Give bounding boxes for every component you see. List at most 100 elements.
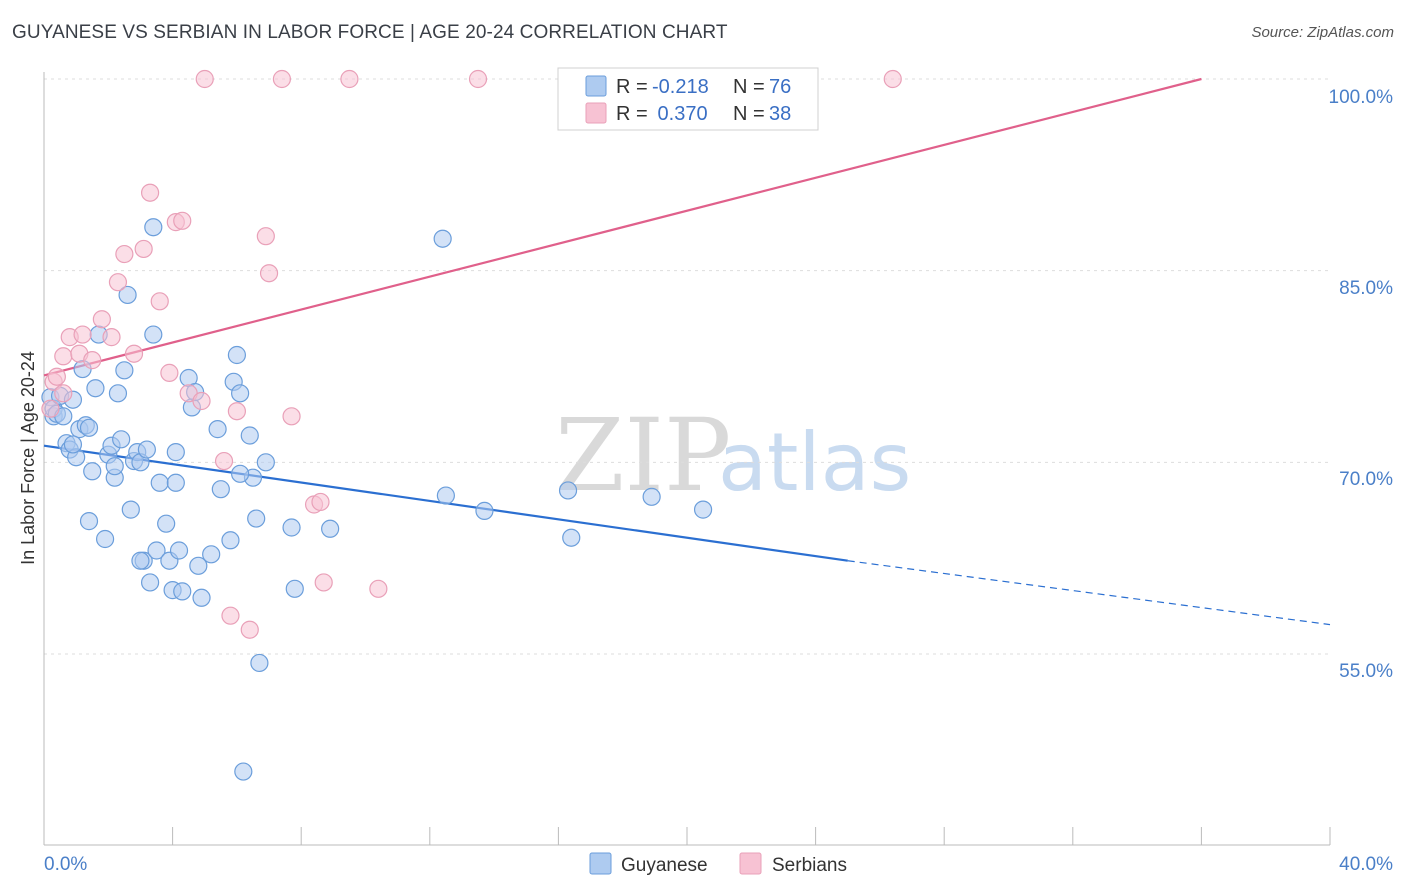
point-guyanese bbox=[144, 325, 163, 344]
point-serbians bbox=[173, 211, 192, 230]
legend-r-label-guyanese: R = bbox=[616, 76, 648, 98]
point-guyanese bbox=[157, 514, 176, 533]
point-guyanese bbox=[115, 361, 134, 380]
point-guyanese bbox=[240, 426, 259, 445]
point-guyanese bbox=[121, 500, 140, 519]
legend-r-value-guyanese: -0.218 bbox=[652, 76, 709, 98]
source-label: Source: ZipAtlas.com bbox=[1251, 24, 1394, 41]
point-guyanese bbox=[282, 518, 301, 537]
point-guyanese bbox=[166, 443, 185, 462]
point-guyanese bbox=[433, 229, 452, 248]
y-axis-label: In Labor Force | Age 20-24 bbox=[18, 351, 38, 565]
point-guyanese bbox=[256, 453, 275, 472]
point-serbians bbox=[256, 227, 275, 246]
point-guyanese bbox=[221, 531, 240, 550]
legend-r-value-serbians: 0.370 bbox=[652, 103, 708, 125]
x-tick-label-max: 40.0% bbox=[1339, 854, 1393, 875]
legend-r-label-serbians: R = bbox=[616, 103, 648, 125]
point-serbians bbox=[47, 367, 66, 386]
legend-n-value-guyanese: 76 bbox=[769, 76, 791, 98]
point-serbians bbox=[272, 69, 292, 89]
point-guyanese bbox=[234, 762, 253, 781]
data-points bbox=[41, 69, 902, 781]
point-guyanese bbox=[202, 545, 221, 564]
point-serbians bbox=[314, 573, 333, 592]
y-tick-label-100: 100.0% bbox=[1329, 87, 1394, 108]
y-tick-label-55: 55.0% bbox=[1339, 661, 1393, 682]
x-tick-label-min: 0.0% bbox=[44, 854, 87, 875]
series-legend: Guyanese Serbians bbox=[589, 852, 847, 876]
point-serbians bbox=[54, 384, 73, 403]
point-guyanese bbox=[112, 430, 131, 449]
legend-swatch-serbians bbox=[585, 102, 607, 124]
trend-line-guyanese-extension bbox=[847, 560, 1331, 626]
series-legend-swatch-guyanese bbox=[589, 852, 612, 875]
point-guyanese bbox=[137, 440, 156, 459]
point-guyanese bbox=[247, 509, 266, 528]
point-guyanese bbox=[192, 588, 211, 607]
point-guyanese bbox=[227, 345, 246, 365]
axes bbox=[43, 72, 1331, 846]
point-serbians bbox=[883, 69, 902, 89]
point-guyanese bbox=[558, 481, 578, 500]
series-legend-label-guyanese: Guyanese bbox=[621, 855, 708, 876]
point-serbians bbox=[73, 325, 92, 344]
point-guyanese bbox=[147, 541, 166, 560]
point-guyanese bbox=[169, 541, 189, 560]
point-guyanese bbox=[211, 480, 230, 499]
point-serbians bbox=[102, 328, 121, 347]
point-guyanese bbox=[144, 218, 163, 237]
point-guyanese bbox=[231, 464, 250, 483]
series-legend-swatch-serbians bbox=[739, 852, 762, 875]
point-guyanese bbox=[166, 473, 185, 492]
y-tick-label-85: 85.0% bbox=[1339, 278, 1393, 299]
trend-line-serbians bbox=[43, 77, 1202, 377]
y-tick-labels: 55.0% 70.0% 85.0% 100.0% bbox=[1329, 87, 1394, 682]
point-serbians bbox=[369, 579, 388, 598]
y-tick-label-70: 70.0% bbox=[1339, 469, 1393, 490]
point-guyanese bbox=[642, 487, 661, 506]
point-guyanese bbox=[562, 528, 581, 547]
point-guyanese bbox=[79, 512, 99, 531]
point-serbians bbox=[227, 402, 246, 421]
point-serbians bbox=[340, 69, 359, 89]
point-guyanese bbox=[108, 384, 128, 403]
point-guyanese bbox=[83, 462, 102, 481]
point-guyanese bbox=[321, 519, 340, 538]
point-serbians bbox=[221, 606, 240, 625]
point-guyanese bbox=[105, 457, 124, 476]
point-serbians bbox=[282, 407, 301, 426]
point-serbians bbox=[468, 69, 488, 89]
point-guyanese bbox=[208, 420, 227, 439]
point-serbians bbox=[140, 183, 160, 202]
point-guyanese bbox=[189, 556, 208, 575]
point-serbians bbox=[124, 344, 144, 363]
point-serbians bbox=[54, 347, 73, 366]
point-guyanese bbox=[231, 384, 250, 403]
legend-n-label-guyanese: N = bbox=[733, 76, 765, 98]
point-serbians bbox=[160, 363, 179, 382]
point-serbians bbox=[115, 244, 134, 264]
point-guyanese bbox=[79, 418, 99, 437]
point-serbians bbox=[83, 351, 102, 370]
point-serbians bbox=[214, 451, 234, 471]
chart-title: GUYANESE VS SERBIAN IN LABOR FORCE | AGE… bbox=[12, 22, 728, 43]
point-guyanese bbox=[95, 529, 115, 549]
gridlines bbox=[44, 78, 1330, 655]
point-serbians bbox=[134, 239, 153, 259]
point-guyanese bbox=[118, 285, 137, 305]
point-guyanese bbox=[86, 379, 105, 398]
point-serbians bbox=[240, 620, 259, 639]
point-guyanese bbox=[63, 435, 83, 454]
point-serbians bbox=[259, 264, 279, 283]
legend-n-label-serbians: N = bbox=[733, 103, 765, 125]
point-guyanese bbox=[436, 486, 455, 505]
point-serbians bbox=[195, 69, 214, 89]
legend-n-value-serbians: 38 bbox=[769, 103, 791, 125]
point-guyanese bbox=[150, 473, 169, 492]
point-guyanese bbox=[173, 582, 192, 601]
point-serbians bbox=[311, 492, 330, 512]
point-guyanese bbox=[140, 573, 160, 592]
point-guyanese bbox=[131, 551, 150, 570]
